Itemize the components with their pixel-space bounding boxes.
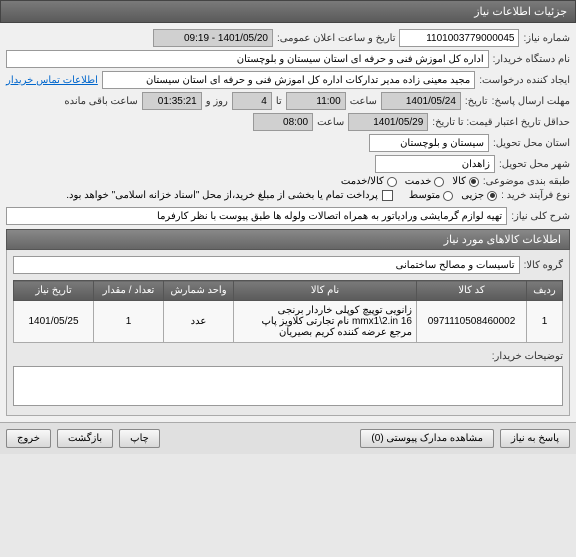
goods-table: ردیف کد کالا نام کالا واحد شمارش تعداد /…: [13, 280, 563, 343]
th-date: تاریخ نیاز: [14, 281, 94, 301]
radio-goods-service-label: کالا/خدمت: [341, 176, 384, 187]
remaining-time-label: ساعت باقی مانده: [64, 96, 137, 107]
td-idx: 1: [527, 301, 563, 343]
goods-info-body: گروه کالا: تاسیسات و مصالح ساختمانی ردیف…: [6, 250, 570, 416]
th-name: نام کالا: [234, 281, 417, 301]
description-label: شرح کلی نیاز:: [511, 211, 570, 222]
radio-partial-label: جزیی: [461, 190, 484, 201]
date-label-1: تاریخ:: [465, 96, 488, 107]
deadline-suffix: تا: [276, 96, 282, 107]
description-field: تهیه لوازم گرمایشی ورادیاتور به همراه ات…: [6, 207, 507, 225]
announce-date-field: 1401/05/20 - 09:19: [153, 29, 273, 47]
requester-field: مجید معینی زاده مدیر تدارکات اداره کل ام…: [102, 71, 475, 89]
radio-goods-label: کالا: [452, 176, 466, 187]
title-bar: جزئیات اطلاعات نیاز: [0, 0, 576, 23]
city-label: شهر محل تحویل:: [499, 159, 570, 170]
radio-medium[interactable]: متوسط: [409, 190, 453, 201]
province-label: استان محل تحویل:: [493, 138, 570, 149]
goods-group-field: تاسیسات و مصالح ساختمانی: [13, 256, 520, 274]
deadline-label: مهلت ارسال پاسخ:: [492, 96, 570, 107]
time-label-1: ساعت: [350, 96, 377, 107]
td-unit: عدد: [164, 301, 234, 343]
remaining-days: 4: [232, 92, 272, 110]
main-content: شماره نیاز: 1101003779000045 تاریخ و ساع…: [0, 23, 576, 422]
exit-button[interactable]: خروج: [6, 429, 51, 448]
purchase-type-label: نوع فرآیند خرید :: [501, 190, 570, 201]
th-code: کد کالا: [417, 281, 527, 301]
payment-note: پرداخت تمام یا بخشی از مبلغ خرید،از محل …: [66, 190, 378, 201]
print-button[interactable]: چاپ: [119, 429, 160, 448]
price-validity-date: 1401/05/29: [348, 113, 428, 131]
radio-goods-circle: [469, 177, 479, 187]
remaining-days-label: روز و: [206, 96, 228, 107]
td-qty: 1: [94, 301, 164, 343]
buyer-org-label: نام دستگاه خریدار:: [493, 54, 570, 65]
radio-goods-service-circle: [387, 177, 397, 187]
reply-button[interactable]: پاسخ به نیاز: [500, 429, 570, 448]
deadline-date: 1401/05/24: [381, 92, 461, 110]
th-idx: ردیف: [527, 281, 563, 301]
buyer-notes-label: توضیحات خریدار:: [492, 351, 563, 362]
need-number-field: 1101003779000045: [399, 29, 519, 47]
back-button[interactable]: بازگشت: [57, 429, 113, 448]
price-validity-time: 08:00: [253, 113, 313, 131]
contact-link[interactable]: اطلاعات تماس خریدار: [6, 75, 98, 86]
deadline-time: 11:00: [286, 92, 346, 110]
purchase-type-radio-group: جزیی متوسط: [409, 190, 497, 201]
table-header-row: ردیف کد کالا نام کالا واحد شمارش تعداد /…: [14, 281, 563, 301]
radio-service[interactable]: خدمت: [405, 176, 445, 187]
radio-medium-label: متوسط: [409, 190, 440, 201]
radio-partial-circle: [487, 191, 497, 201]
th-unit: واحد شمارش: [164, 281, 234, 301]
classification-radio-group: کالا خدمت کالا/خدمت: [341, 176, 479, 187]
view-attachments-button[interactable]: مشاهده مدارک پیوستی (0): [360, 429, 494, 448]
table-row[interactable]: 1 0971110508460002 زانویی توپیچ کوپلی خا…: [14, 301, 563, 343]
goods-group-label: گروه کالا:: [524, 260, 563, 271]
city-field: زاهدان: [375, 155, 495, 173]
remaining-time: 01:35:21: [142, 92, 202, 110]
requester-label: ایجاد کننده درخواست:: [479, 75, 570, 86]
classification-label: طبقه بندی موضوعی:: [483, 176, 570, 187]
radio-service-circle: [434, 177, 444, 187]
need-number-label: شماره نیاز:: [523, 33, 570, 44]
button-bar: پاسخ به نیاز مشاهده مدارک پیوستی (0) چاپ…: [0, 422, 576, 454]
td-code: 0971110508460002: [417, 301, 527, 343]
radio-service-label: خدمت: [405, 176, 432, 187]
buyer-org-field: اداره کل اموزش فنی و حرفه ای استان سیستا…: [6, 50, 489, 68]
th-qty: تعداد / مقدار: [94, 281, 164, 301]
price-validity-label: حداقل تاریخ اعتبار قیمت: تا تاریخ:: [432, 117, 570, 128]
province-field: سیستان و بلوچستان: [369, 134, 489, 152]
buyer-notes-field: [13, 366, 563, 406]
time-label-2: ساعت: [317, 117, 344, 128]
payment-checkbox: [382, 190, 393, 201]
announce-date-label: تاریخ و ساعت اعلان عمومی:: [277, 33, 396, 44]
radio-goods[interactable]: کالا: [452, 176, 479, 187]
td-date: 1401/05/25: [14, 301, 94, 343]
td-name: زانویی توپیچ کوپلی خاردار برنجی mmx1\2.i…: [234, 301, 417, 343]
goods-info-header: اطلاعات کالاهای مورد نیاز: [6, 229, 570, 250]
radio-medium-circle: [443, 191, 453, 201]
radio-goods-service[interactable]: کالا/خدمت: [341, 176, 397, 187]
radio-partial[interactable]: جزیی: [461, 190, 497, 201]
payment-checkbox-item[interactable]: پرداخت تمام یا بخشی از مبلغ خرید،از محل …: [66, 190, 393, 201]
